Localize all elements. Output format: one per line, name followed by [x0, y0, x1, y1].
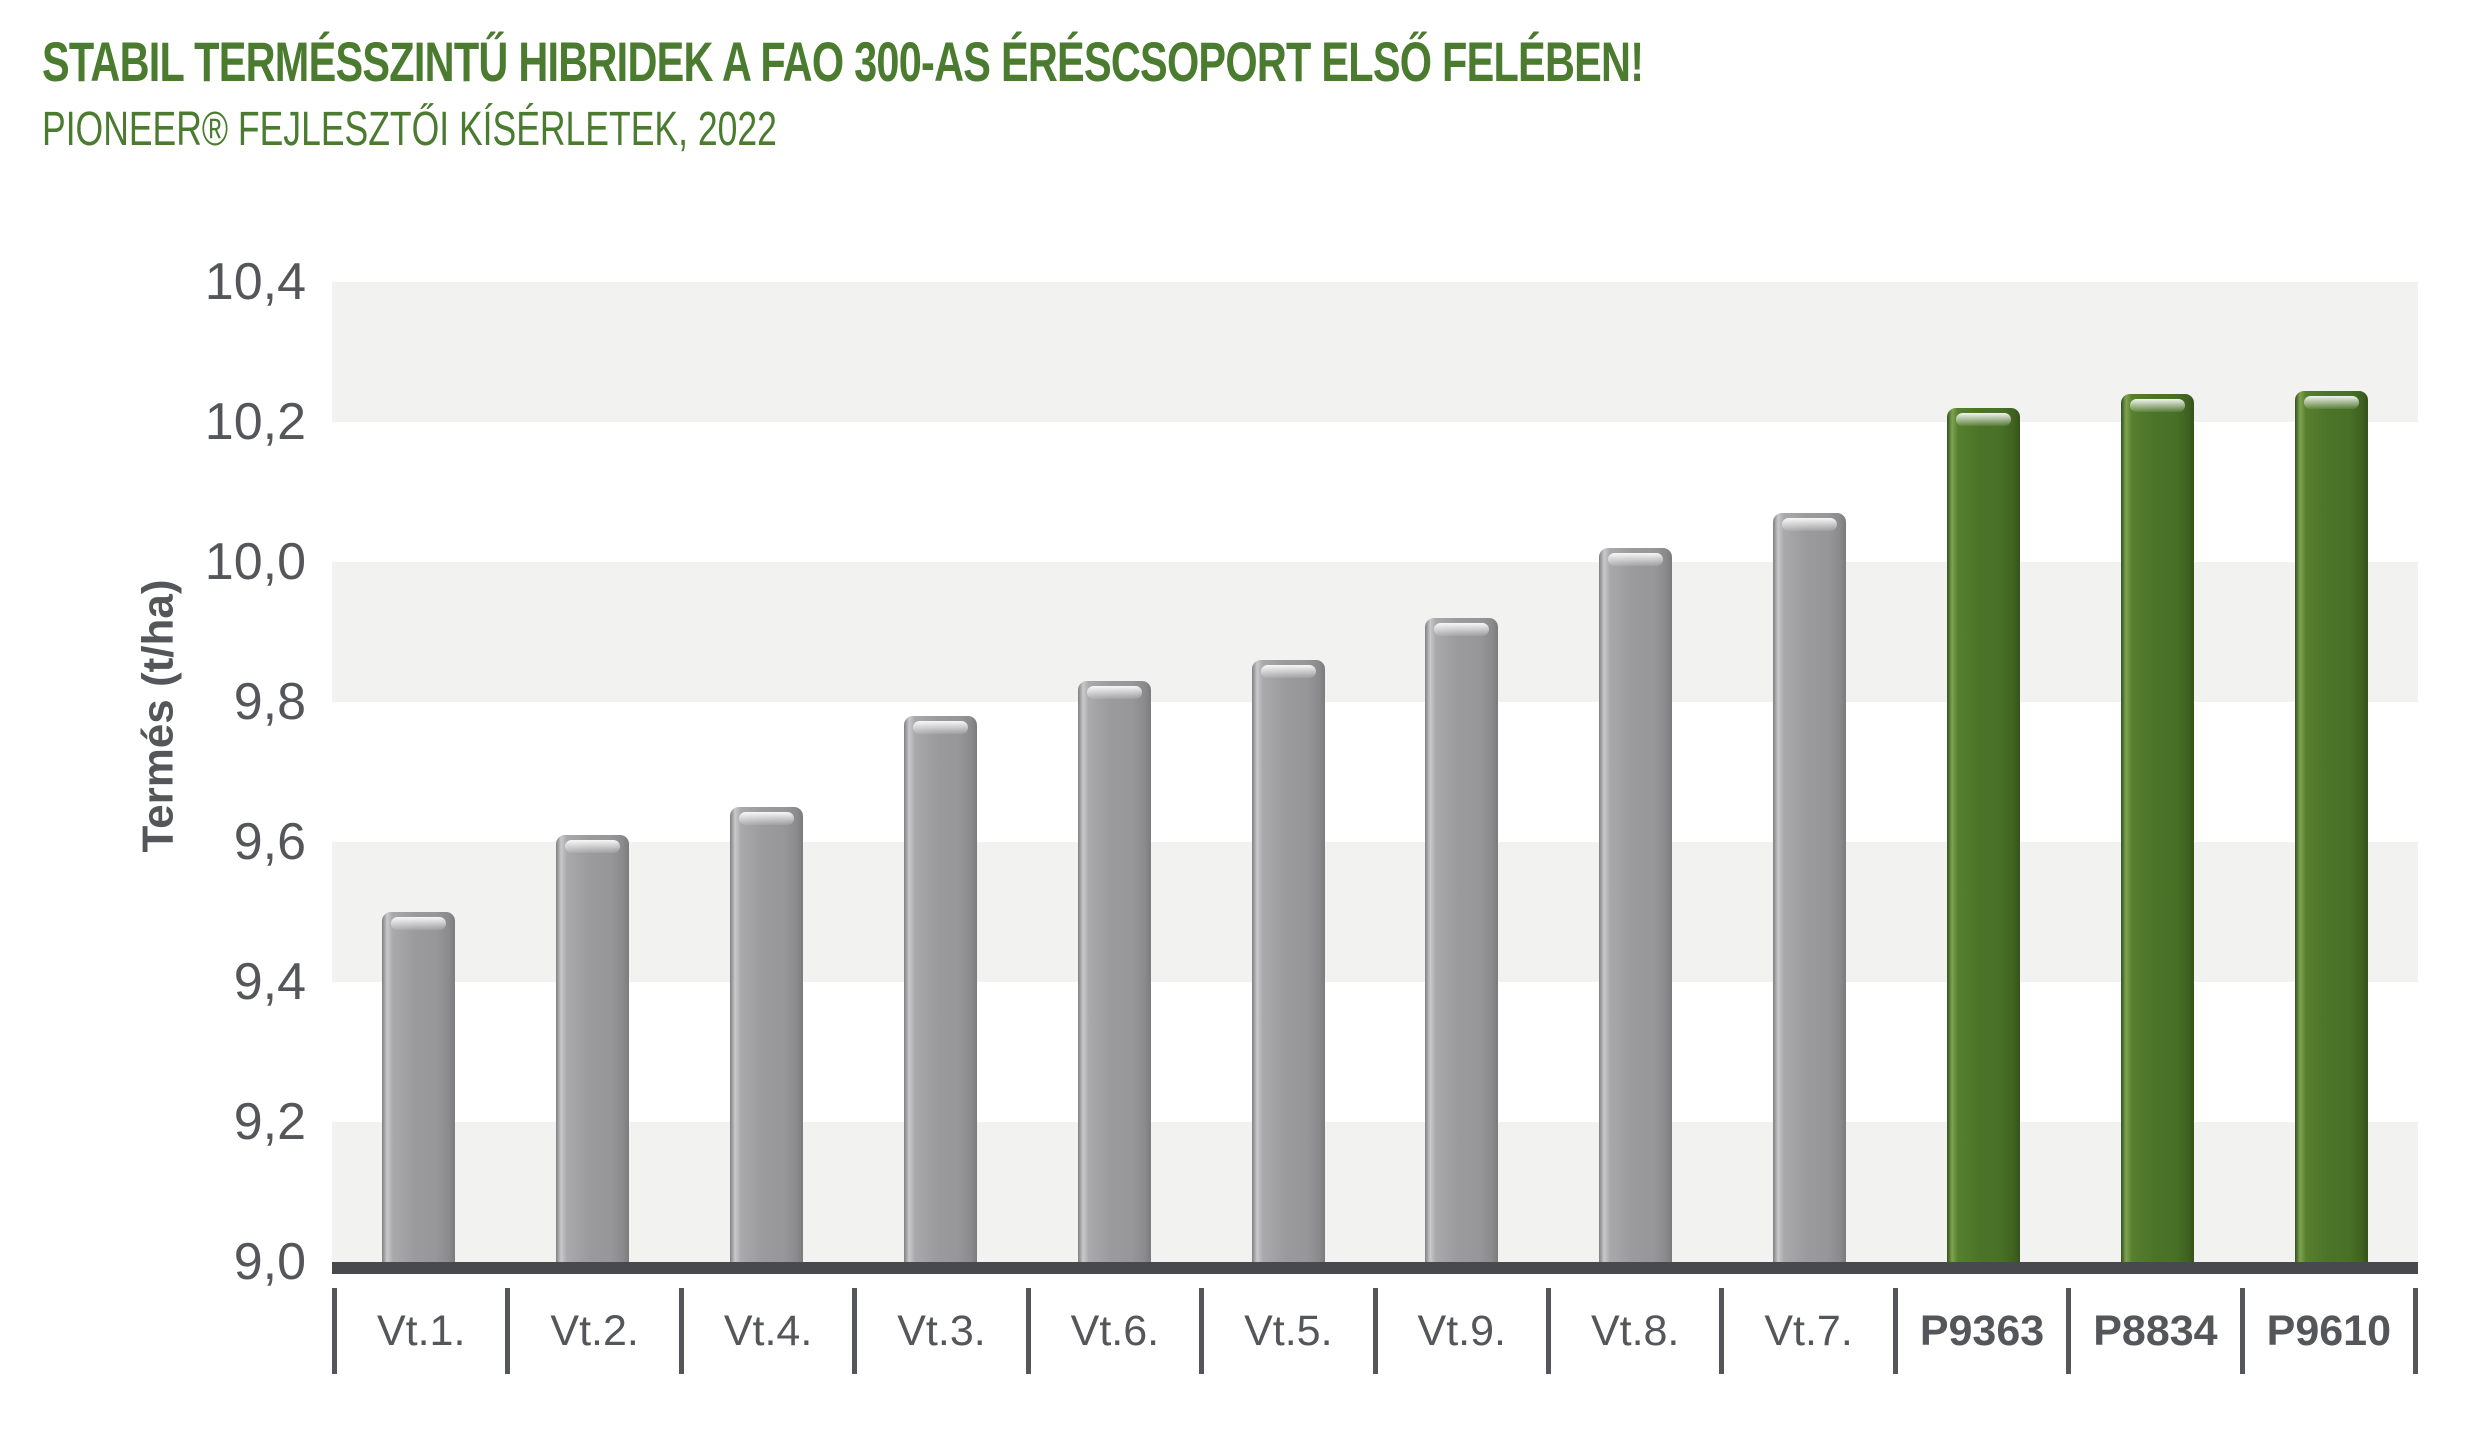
grid-band: [332, 1122, 2418, 1262]
x-tick-label: Vt.6.: [1070, 1306, 1160, 1355]
x-tick-cell: P8834: [2066, 1288, 2239, 1374]
x-tick-cell: P9610: [2239, 1288, 2419, 1374]
bar-column: [1549, 282, 1723, 1262]
bar-column: [680, 282, 854, 1262]
grid-band: [332, 562, 2418, 702]
x-tick-label: Vt.3.: [897, 1306, 986, 1355]
grid-band: [332, 982, 2418, 1122]
bar-vt2: [556, 835, 630, 1262]
bar-column: [1896, 282, 2070, 1262]
x-tick-cell: Vt.9.: [1372, 1288, 1546, 1374]
x-tick-label: Vt.2.: [550, 1306, 639, 1355]
y-tick-label: 9,0: [233, 1233, 306, 1291]
bar-column: [2244, 282, 2418, 1262]
x-tick-cell: Vt.6.: [1025, 1288, 1199, 1374]
bar-p8834: [2120, 394, 2194, 1262]
chart-title: STABIL TERMÉSSZINTŰ HIBRIDEK A FAO 300-A…: [42, 30, 1644, 93]
y-axis-tick-labels: 10,4 10,2 10,0 9,8 9,6 9,4 9,2 9,0: [0, 256, 306, 1288]
bar-column: [2070, 282, 2244, 1262]
x-tick-label: P9363: [1919, 1306, 2045, 1355]
x-tick-label: Vt.9.: [1417, 1306, 1506, 1355]
y-tick-label: 9,8: [233, 673, 306, 731]
bar-p9363: [1946, 408, 2020, 1262]
bar-vt1: [382, 912, 456, 1262]
x-tick-cell: Vt.3.: [852, 1288, 1025, 1374]
x-tick-label: Vt.7.: [1764, 1306, 1853, 1355]
x-tick-label: Vt.4.: [723, 1306, 813, 1355]
bar-column: [1027, 282, 1201, 1262]
y-tick-label: 10,4: [204, 253, 306, 311]
y-tick-label: 9,2: [233, 1093, 306, 1151]
bar-p9610: [2294, 391, 2368, 1262]
x-tick-cell: Vt.5.: [1199, 1288, 1372, 1374]
x-tick-cell: Vt.7.: [1719, 1288, 1892, 1374]
x-tick-label: P9610: [2266, 1306, 2392, 1355]
grid-bands: [332, 282, 2418, 1262]
bar-column: [506, 282, 680, 1262]
bar-vt9: [1425, 618, 1499, 1262]
bar-vt7: [1773, 513, 1847, 1262]
bar-series: [332, 282, 2418, 1262]
bar-vt8: [1599, 548, 1673, 1262]
x-tick-label: Vt.5.: [1244, 1306, 1333, 1355]
bar-column: [1201, 282, 1375, 1262]
y-tick-label: 9,6: [233, 813, 306, 871]
x-tick-cell: Vt.1.: [332, 1288, 505, 1374]
bar-column: [1723, 282, 1897, 1262]
bar-vt6: [1077, 681, 1151, 1262]
y-tick-label: 10,0: [204, 533, 306, 591]
grid-band: [332, 422, 2418, 562]
chart-header: STABIL TERMÉSSZINTŰ HIBRIDEK A FAO 300-A…: [42, 30, 2206, 158]
x-axis-tick-labels: Vt.1. Vt.2. Vt.4. Vt.3. Vt.6. Vt.5. Vt.9. Vt.8.…: [332, 1288, 2419, 1374]
y-tick-label: 10,2: [204, 393, 306, 451]
bar-vt4: [730, 807, 804, 1262]
y-tick-label: 9,4: [233, 953, 306, 1011]
x-tick-cell: Vt.2.: [505, 1288, 678, 1374]
bar-vt5: [1251, 660, 1325, 1262]
grid-band: [332, 702, 2418, 842]
bar-column: [1375, 282, 1549, 1262]
x-tick-label: P8834: [2093, 1306, 2218, 1355]
x-tick-cell: P9363: [1892, 1288, 2066, 1374]
x-tick-cell: Vt.4.: [678, 1288, 852, 1374]
x-tick-cell: Vt.8.: [1545, 1288, 1719, 1374]
chart-subtitle: PIONEER® FEJLESZTŐI KÍSÉRLETEK, 2022: [42, 103, 777, 157]
bar-column: [332, 282, 506, 1262]
bar-column: [853, 282, 1027, 1262]
grid-band: [332, 842, 2418, 982]
x-axis-line: [332, 1262, 2418, 1274]
bar-vt3: [903, 716, 977, 1262]
x-tick-label: Vt.8.: [1590, 1306, 1680, 1355]
grid-band: [332, 282, 2418, 422]
x-tick-label: Vt.1.: [376, 1306, 466, 1355]
plot-area: [332, 282, 2418, 1262]
